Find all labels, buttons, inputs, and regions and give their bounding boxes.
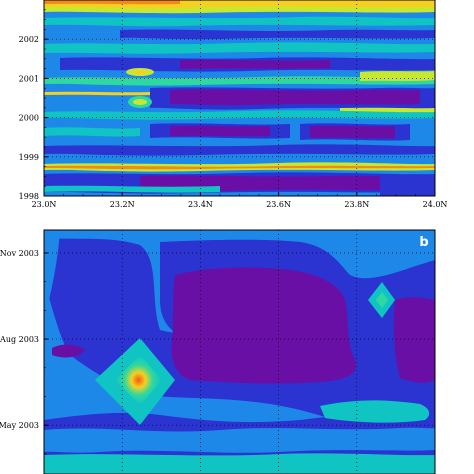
panel-a-x-tick-label: 23.4N: [188, 200, 213, 209]
panel-a-y-tick-label: 2001: [19, 74, 39, 83]
panel-a-y-tick-label: 2000: [19, 114, 39, 123]
panel-a-y-tick-label: 1999: [19, 153, 39, 162]
panel-a-patch-purple-1: [170, 125, 270, 137]
panel-b-patch-cyan-right: [320, 400, 430, 423]
panel-a-band-blue-1: [120, 29, 435, 40]
panel-a-band-cyan-bottom: [44, 185, 220, 193]
panel-a-spot-yellow-core: [134, 70, 146, 74]
panel-b-region-purple-2: [393, 297, 435, 383]
panel-a-band-green-1: [44, 76, 435, 86]
panel-a-y-tick-label: 2002: [19, 35, 39, 44]
panel-a-contour-field: [44, 0, 435, 196]
panel-b-band-mid: [44, 427, 435, 453]
panel-b-region-purple-3: [52, 344, 85, 358]
panel-a-band-purple-1: [180, 59, 330, 69]
panel-b-region-purple-1: [171, 267, 356, 384]
panel-b: May 2003 Aug 2003 Nov 2003 b: [0, 229, 436, 474]
panel-a-spot-yellow-2: [133, 99, 147, 105]
panel-b-axes: May 2003 Aug 2003 Nov 2003: [0, 249, 48, 455]
panel-a-line-hot: [44, 165, 435, 170]
panel-b-hotspot-core: [115, 355, 162, 405]
panel-a-band-cyan-3: [44, 110, 435, 120]
panel-a-x-tick-label: 23.2N: [110, 200, 135, 209]
panel-a-band-purple-2: [170, 89, 420, 106]
panel-b-label: b: [419, 235, 428, 250]
panel-a-corner-blue: [380, 177, 435, 196]
panel-b-y-tick-label: Aug 2003: [0, 335, 39, 344]
panel-a-band-cyan-1: [44, 16, 435, 27]
panel-b-grid: [44, 230, 435, 474]
panel-b-diamond-right-core: [376, 292, 388, 308]
panel-a-band-top-hot: [44, 0, 180, 5]
panel-a-line-warm-left: [44, 91, 150, 96]
panel-b-y-tick-label: May 2003: [0, 421, 39, 430]
panel-b-band-cyan-bottom: [44, 453, 435, 474]
panel-a-x-tick-label: 23.6N: [266, 200, 291, 209]
panel-a-band-cyan-2: [44, 42, 435, 54]
panel-a-x-tick-label: 24.0N: [423, 200, 448, 209]
panel-a-grid: [44, 0, 435, 196]
panel-b-y-tick-label: Nov 2003: [0, 249, 39, 258]
panel-a-x-tick-label: 23.0N: [32, 200, 57, 209]
panel-a-patch-purple-2: [310, 125, 395, 139]
panel-a-axes: 23.0N 23.2N 23.4N 23.6N 23.8N 24.0N 1998 1999 20…: [19, 0, 448, 209]
panel-a-patch-cyan: [44, 127, 140, 137]
panel-a: 23.0N 23.2N 23.4N 23.6N 23.8N 24.0N 1998 1999 20…: [19, 0, 448, 209]
panel-a-band-blue-4: [44, 144, 435, 156]
panel-b-contour-field: [44, 230, 435, 474]
panel-a-x-tick-label: 23.8N: [344, 200, 369, 209]
panel-a-y-tick-label: 1998: [19, 192, 39, 201]
panel-b-frame: [43, 229, 436, 474]
panel-a-band-yellow-right: [360, 71, 435, 81]
